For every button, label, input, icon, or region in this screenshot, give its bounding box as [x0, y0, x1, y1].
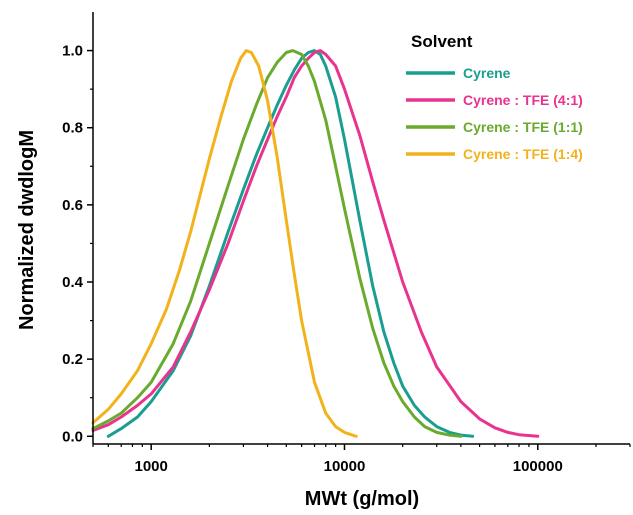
legend-label-1: Cyrene	[463, 65, 511, 81]
y-tick-label: 0.6	[62, 197, 83, 214]
y-tick-label: 0.0	[62, 428, 83, 445]
x-axis-title: MWt (g/mol)	[305, 488, 419, 510]
legend-label-2: Cyrene : TFE (4:1)	[463, 92, 583, 108]
x-tick-label: 10000	[324, 458, 366, 475]
x-tick-label: 100000	[513, 458, 563, 475]
y-tick-label: 0.2	[62, 351, 83, 368]
legend-label-3: Cyrene : TFE (1:1)	[463, 119, 583, 135]
axes: 0.0 0.2 0.4 0.6 0.8 1.0 1000 10000 100000	[62, 12, 631, 475]
x-tick-label: 1000	[134, 458, 167, 475]
y-tick-label: 0.4	[62, 274, 84, 291]
y-tick-label: 1.0	[62, 43, 83, 60]
series-line-2	[91, 49, 540, 438]
legend-title: Solvent	[411, 32, 473, 51]
legend: Solvent Cyrene Cyrene : TFE (4:1) Cyrene :…	[406, 32, 583, 162]
plot-area	[91, 49, 540, 438]
y-axis-title: Normalized dwdlogM	[16, 130, 38, 330]
series-line-4	[91, 49, 358, 438]
series-line-3	[91, 49, 463, 438]
y-tick-label: 0.8	[62, 120, 83, 137]
legend-label-4: Cyrene : TFE (1:4)	[463, 146, 583, 162]
